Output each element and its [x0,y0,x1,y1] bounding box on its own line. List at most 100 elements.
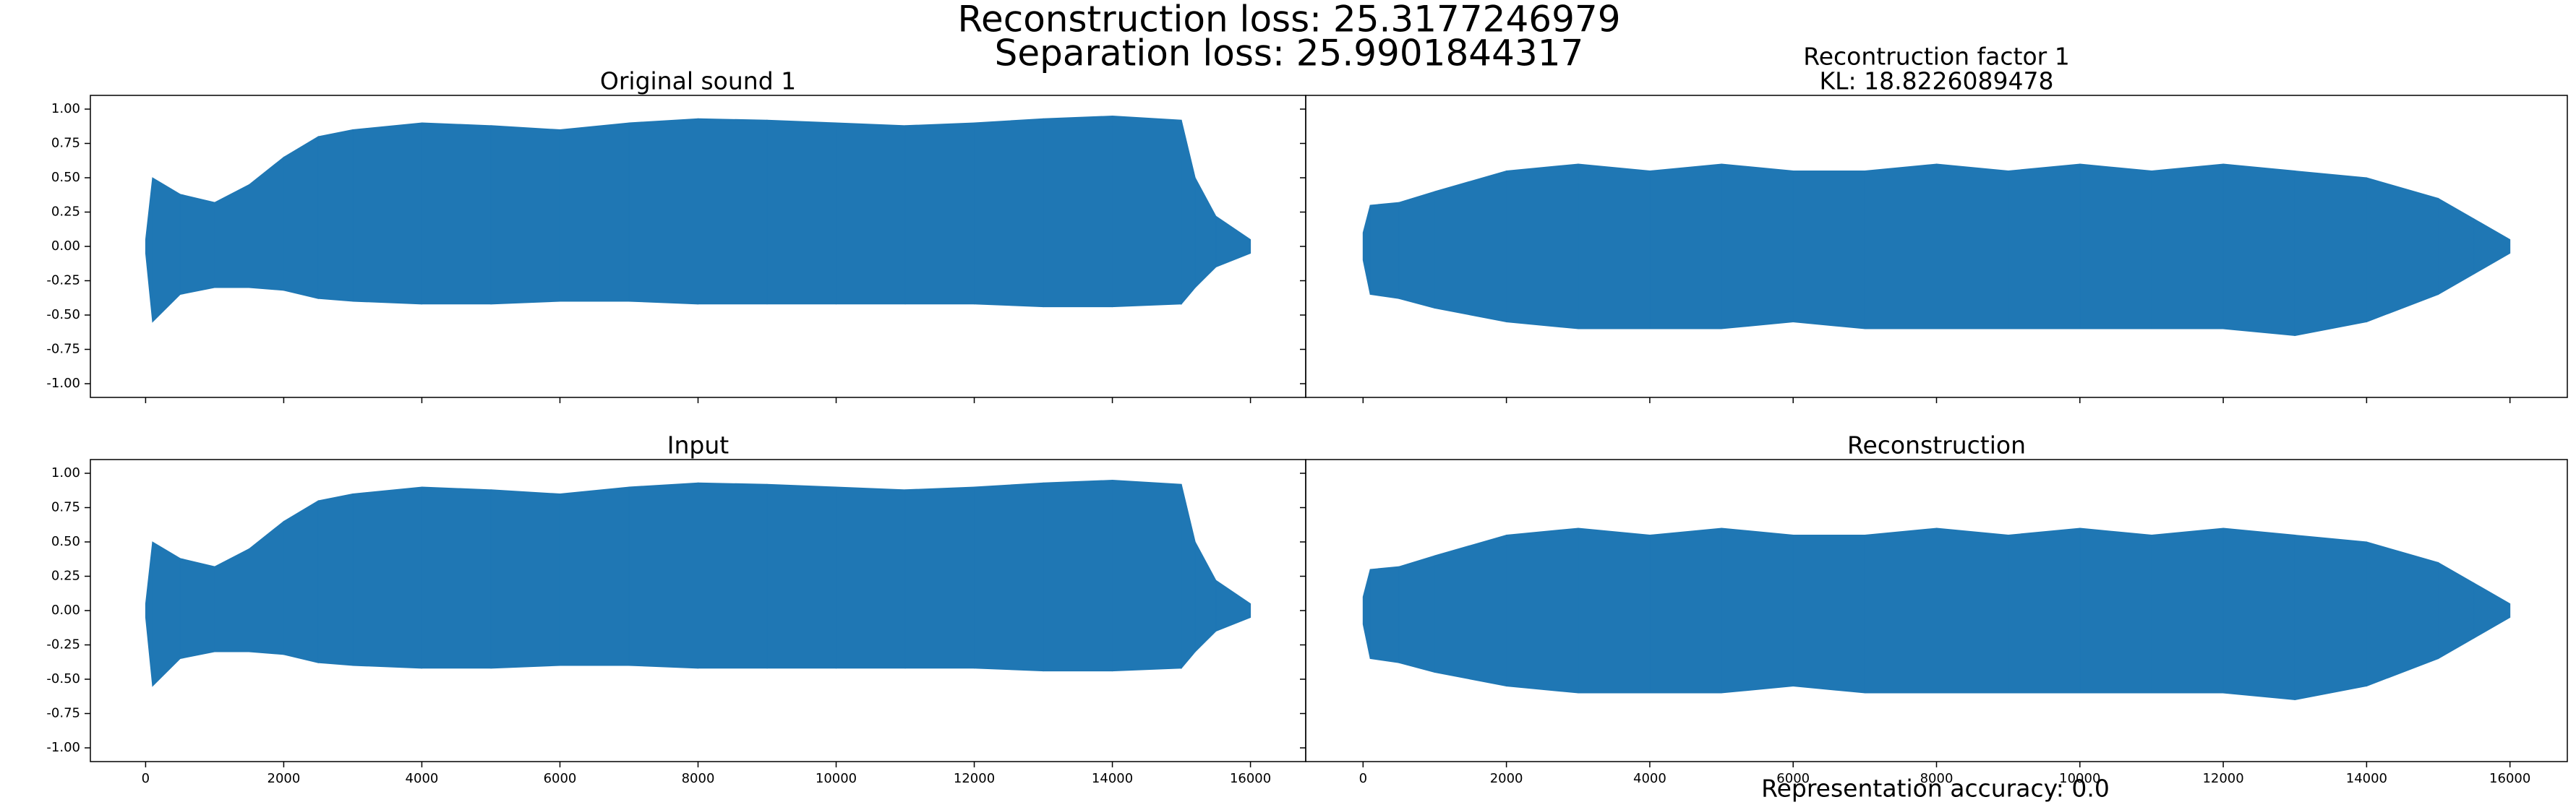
waveform [179,194,215,296]
x-tick-label: 8000 [1920,771,1954,786]
waveform [152,177,181,323]
waveform [1434,170,1507,323]
waveform [1112,479,1182,672]
waveform [974,118,1044,308]
x-tick-label: 10000 [2059,771,2100,786]
y-tick-label: 0.00 [51,238,80,254]
x-tick-label: 0 [142,771,150,786]
waveform [1181,120,1196,306]
waveform [2438,197,2475,296]
waveform [1043,479,1113,672]
waveform [1649,527,1722,694]
x-tick-label: 14000 [2346,771,2387,786]
waveform [1398,555,1435,673]
waveform [145,541,153,686]
waveform [2222,527,2295,701]
chart-title: KL: 18.8226089478 [1819,67,2053,95]
waveform [559,122,630,302]
waveform [1721,527,1794,694]
footer: Representation accuracy: 0.0 [1761,775,2110,803]
waveform [1369,202,1400,299]
waveform [2366,541,2439,687]
waveform [283,500,319,663]
x-tick-label: 10000 [816,771,857,786]
waveform [317,493,354,666]
y-tick-label: 0.75 [51,500,80,515]
waveform [836,122,906,305]
waveform [2294,170,2367,337]
waveform [628,118,698,305]
waveform [1398,191,1435,309]
waveform [904,486,975,669]
x-tick-label: 0 [1359,771,1367,786]
waveform [628,482,698,669]
waveform [214,548,250,652]
waveform [179,558,215,660]
waveform [1792,171,1865,329]
waveform [1578,163,1651,329]
x-tick-label: 6000 [1776,771,1810,786]
y-tick-label: -1.00 [46,376,80,391]
waveform [1506,163,1579,329]
waveform [1936,163,2009,329]
waveform [1362,569,1371,659]
waveform [2079,163,2152,329]
waveform [283,136,319,299]
waveform [1194,541,1217,653]
waveform [1362,204,1371,295]
x-tick-label: 12000 [954,771,995,786]
x-tick-label: 2000 [1490,771,1523,786]
waveform [1506,527,1579,694]
waveform [766,483,837,669]
chart-title: Input [667,431,729,460]
waveform [352,486,422,669]
y-tick-label: 0.50 [51,534,80,549]
y-tick-label: 0.75 [51,136,80,151]
waveform [2473,582,2511,639]
waveform [1043,115,1113,308]
x-tick-label: 2000 [268,771,301,786]
y-tick-label: 1.00 [51,465,80,481]
y-tick-label: 0.25 [51,569,80,584]
waveform [2079,527,2152,694]
waveform [317,129,354,302]
waveform [1215,215,1251,268]
waveform [904,122,975,305]
y-tick-label: 0.00 [51,603,80,618]
waveform [698,482,768,669]
x-tick-label: 4000 [406,771,439,786]
y-tick-label: -0.75 [46,706,80,721]
y-tick-label: -1.00 [46,740,80,755]
waveform [1721,163,1794,329]
waveform [2151,163,2224,329]
x-tick-label: 14000 [1092,771,1133,786]
waveform [974,482,1044,672]
waveform [214,184,250,288]
waveform [421,486,492,669]
y-tick-label: -0.25 [46,273,80,288]
waveform [2366,177,2439,323]
waveform [352,122,422,305]
y-tick-label: 0.50 [51,170,80,185]
y-tick-label: 0.25 [51,204,80,220]
waveform [2294,534,2367,701]
x-tick-label: 8000 [682,771,715,786]
waveform [1194,177,1217,289]
chart-title: Reconstruction [1847,431,2026,460]
x-tick-label: 16000 [2489,771,2530,786]
waveform [145,177,153,322]
x-tick-label: 4000 [1633,771,1666,786]
waveform [1369,566,1400,663]
waveform [2008,527,2081,694]
waveform [559,486,630,666]
waveform [2438,561,2475,660]
waveform [2222,163,2295,337]
waveform [1649,163,1722,329]
x-tick-label: 6000 [544,771,577,786]
y-tick-label: 1.00 [51,101,80,116]
waveform [766,119,837,305]
waveform [2151,527,2224,694]
chart-title: Recontruction factor 1 [1803,43,2069,71]
x-tick-label: 12000 [2202,771,2243,786]
